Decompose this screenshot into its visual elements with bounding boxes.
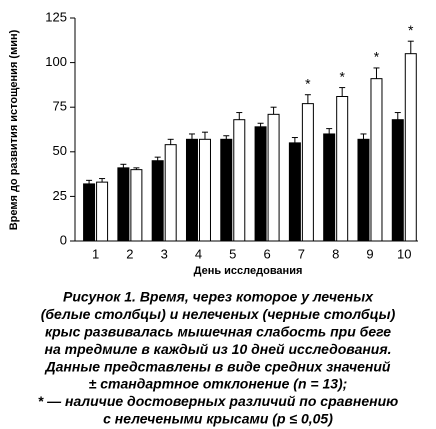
caption-line: Рисунок 1. Время, через которое у лечены…	[63, 289, 374, 305]
bar	[391, 119, 404, 242]
bar	[198, 138, 211, 242]
y-tick-label: 125	[45, 9, 67, 24]
bar	[301, 103, 314, 242]
x-tick-label: 7	[298, 246, 305, 261]
x-tick-label: 5	[229, 246, 236, 261]
caption-line: ± стандартное отклонение (n = 13);	[89, 376, 348, 392]
caption-line: на тредмиле в каждый из 10 дней исследов…	[44, 341, 391, 357]
y-tick-label: 25	[53, 188, 67, 203]
significance-marker: *	[339, 68, 345, 84]
bar	[96, 181, 109, 242]
bar	[233, 119, 246, 242]
significance-marker: *	[408, 22, 414, 38]
x-tick-label: 10	[397, 246, 411, 261]
significance-marker: *	[305, 75, 311, 91]
x-tick-label: 2	[126, 246, 133, 261]
x-tick-label: 4	[195, 246, 202, 261]
caption-line: Данные представлены в виде средних значе…	[45, 358, 391, 374]
bar	[83, 183, 96, 242]
y-tick-label: 100	[45, 54, 67, 69]
bar	[254, 126, 267, 242]
x-tick-label: 8	[332, 246, 339, 261]
bar	[164, 144, 177, 242]
y-tick-label: 75	[53, 99, 67, 114]
bar	[220, 138, 233, 242]
bar	[267, 113, 280, 242]
x-tick-label: 3	[161, 246, 168, 261]
bar	[404, 53, 417, 242]
bar	[151, 160, 164, 242]
caption-line: с нелечеными крысами (p ≤ 0,05)	[103, 411, 333, 427]
y-tick-label: 50	[53, 143, 67, 158]
bar	[288, 142, 301, 242]
bar	[117, 167, 130, 242]
bar	[336, 95, 349, 242]
bar	[130, 169, 143, 242]
x-tick-label: 9	[366, 246, 373, 261]
bar	[185, 138, 198, 242]
x-axis-label: День исследования	[194, 265, 303, 277]
bar	[370, 78, 383, 242]
x-tick-label: 1	[92, 246, 99, 261]
caption-line: (белые столбцы) и нелеченых (черные стол…	[41, 306, 396, 322]
bar	[357, 138, 370, 242]
x-tick-label: 6	[263, 246, 270, 261]
significance-marker: *	[374, 49, 380, 65]
caption-line: крыс развивалась мышечная слабость при б…	[45, 324, 391, 340]
caption-line: * — наличие достоверных различий по срав…	[38, 393, 398, 409]
y-tick-label: 0	[60, 232, 67, 247]
y-axis-label: Время до развития истощения (мин)	[8, 29, 20, 230]
bar	[323, 133, 336, 242]
